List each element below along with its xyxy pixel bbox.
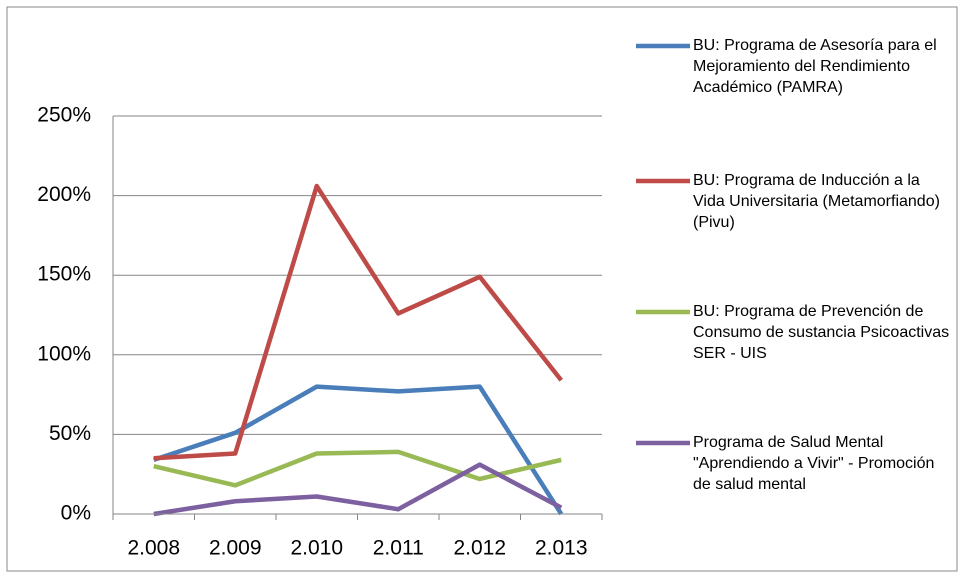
y-tick-label: 0% (61, 502, 91, 525)
series-line (153, 384, 564, 516)
y-tick-label: 250% (37, 104, 91, 127)
x-tick-label: 2.008 (127, 537, 180, 560)
series-line (153, 462, 563, 517)
legend-label: BU: Programa de Asesoría para el Mejoram… (693, 37, 937, 96)
x-tick-label: 2.010 (290, 537, 343, 560)
y-tick-label: 50% (49, 422, 91, 445)
series-line (153, 449, 562, 488)
legend-label: Programa de Salud Mental "Aprendiendo a … (693, 434, 935, 493)
series-line (153, 183, 564, 461)
legend-label: BU: Programa de Inducción a la Vida Univ… (693, 172, 940, 231)
x-tick-label: 2.012 (453, 537, 506, 560)
y-tick-label: 200% (37, 183, 91, 206)
x-tick-label: 2.011 (373, 537, 424, 560)
y-tick-label: 150% (37, 263, 91, 286)
legend-label: BU: Programa de Prevención de Consumo de… (693, 303, 950, 362)
y-tick-label: 100% (37, 342, 91, 365)
x-tick-label: 2.013 (535, 537, 588, 560)
x-tick-label: 2.009 (209, 537, 262, 560)
